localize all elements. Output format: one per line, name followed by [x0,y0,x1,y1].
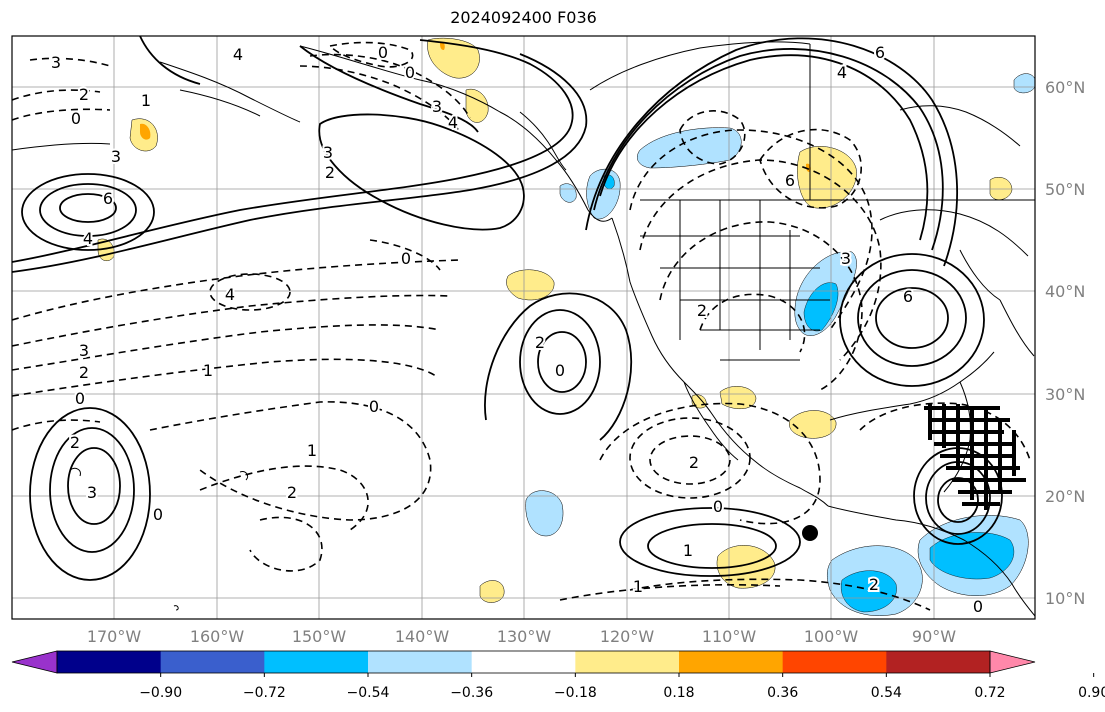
contour-label: 0 [369,397,379,416]
colorbar-segment [368,651,473,673]
colorbar-outline [56,650,991,674]
contour-label: 6 [875,43,885,62]
contour-lines-solid [12,36,1003,581]
latitude-label: 10°N [1045,589,1085,608]
latitude-labels: 60°N 50°N 40°N 30°N 20°N 10°N [1045,78,1085,608]
colorbar-tick-label: −0.90 [139,685,182,701]
contour-label: 0 [973,597,983,616]
longitude-label: 170°W [87,627,142,646]
latitude-label: 60°N [1045,78,1085,97]
contour-label: 4 [233,45,243,64]
contour-label: 6 [903,287,913,306]
colorbar-ticks: −0.90 −0.72 −0.54 −0.36 −0.18 0.18 0.36 0.54 0.7… [139,673,1105,701]
contour-label: 0 [555,361,565,380]
contour-label: 1 [203,361,213,380]
colorbar-segment [471,651,576,673]
longitude-labels: 170°W 160°W 150°W 140°W 130°W 120°W 110°W 100°W… [87,627,956,646]
contour-lines-dashed [12,41,1031,611]
storm-center-dot [802,525,818,541]
colorbar-extend-low [11,650,58,674]
latitude-label: 30°N [1045,385,1085,404]
contour-label: 0 [405,63,415,82]
contour-label: 0 [71,109,81,128]
hurricane-symbol-cluster [924,404,1026,510]
colorbar-tick-label: −0.36 [450,685,493,701]
contour-label: 3 [111,147,121,166]
colorbar [11,650,1036,674]
map-frame [11,35,1036,620]
colorbar-extend-high [989,650,1036,674]
latitude-label: 40°N [1045,282,1085,301]
contour-label: 3 [51,53,61,72]
graticule [12,36,1035,619]
colorbar-segment [886,651,991,673]
colorbar-segment [575,651,680,673]
colorbar-tick-label: −0.54 [347,685,390,701]
map-title: 2024092400 F036 [450,8,597,27]
colorbar-tick-label: 0.54 [871,685,902,701]
contour-label: 0 [75,389,85,408]
colorbar-segment [679,651,784,673]
contour-label: 2 [325,163,335,182]
contour-label: 2 [869,575,879,594]
colorbar-tick-label: −0.72 [243,685,286,701]
contour-label: 0 [713,497,723,516]
contour-label: 2 [79,85,89,104]
colorbar-tick-label: 0.90 [1078,685,1105,701]
contour-label: 0 [401,249,411,268]
contour-label: 4 [225,285,235,304]
map-area [12,36,1035,619]
latitude-label: 20°N [1045,487,1085,506]
longitude-label: 110°W [702,627,757,646]
longitude-label: 90°W [912,627,956,646]
longitude-label: 140°W [395,627,450,646]
colorbar-segment [782,651,887,673]
colorbar-segment [160,651,265,673]
colorbar-tick-label: −0.18 [554,685,597,701]
longitude-label: 120°W [600,627,655,646]
contour-label: 1 [683,541,693,560]
contour-label: 4 [837,63,847,82]
longitude-label: 150°W [292,627,347,646]
contour-label: 1 [633,577,643,596]
contour-label: 2 [287,483,297,502]
contour-label: 2 [535,333,545,352]
contour-label: 3 [841,249,851,268]
colorbar-tick-label: 0.36 [767,685,798,701]
contour-label: 6 [103,189,113,208]
contour-label: 2 [689,453,699,472]
contour-label: 6 [785,171,795,190]
contour-label: 3 [79,341,89,360]
colorbar-segment [57,651,162,673]
latitude-label: 50°N [1045,180,1085,199]
longitude-label: 130°W [497,627,552,646]
colorbar-tick-label: 0.72 [974,685,1005,701]
contour-label: 2 [79,363,89,382]
contour-label: 0 [378,43,388,62]
contour-label: 1 [307,441,317,460]
contour-label: 2 [697,301,707,320]
contour-label: 3 [432,97,442,116]
contour-label: 3 [87,483,97,502]
contour-label: 2 [70,433,80,452]
contour-label: 4 [448,113,458,132]
contour-label: 0 [153,505,163,524]
colorbar-segment [264,651,369,673]
contour-label: 3 [323,143,333,162]
contour-label: 4 [83,229,93,248]
contour-label: 1 [141,91,151,110]
colorbar-tick-label: 0.18 [663,685,694,701]
longitude-label: 160°W [190,627,245,646]
longitude-label: 100°W [804,627,859,646]
